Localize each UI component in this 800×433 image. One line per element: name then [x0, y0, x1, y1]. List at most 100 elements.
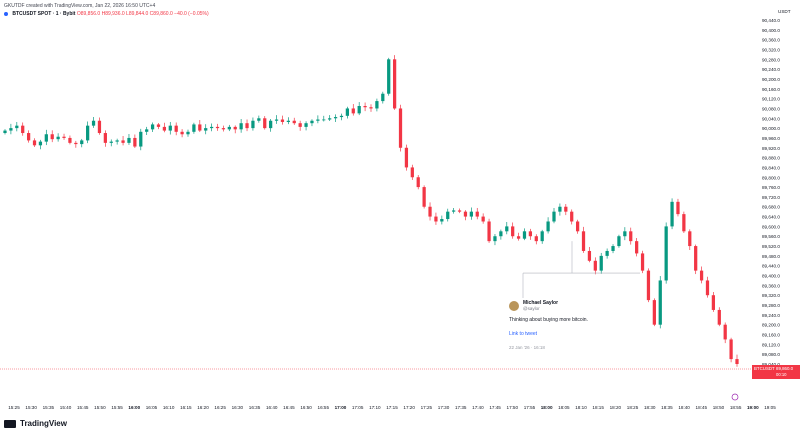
y-tick-label: 90,280.0 [762, 57, 780, 62]
y-tick-label: 89,160.0 [762, 333, 780, 338]
candle-body [664, 226, 668, 281]
candle-body [269, 120, 273, 129]
candle-body [316, 119, 320, 121]
candle-body [499, 231, 503, 237]
candle-body [109, 141, 113, 143]
candle-body [139, 131, 143, 147]
x-tick-label: 15:30 [25, 405, 37, 410]
candle-body [682, 214, 686, 232]
y-tick-label: 90,240.0 [762, 67, 780, 72]
last-price-value: 89,860.0 [776, 366, 794, 371]
candle-body [640, 253, 645, 271]
x-tick-label: 16:45 [283, 405, 295, 410]
candle-body [629, 231, 633, 242]
candle-body [652, 300, 656, 325]
candle-body [56, 136, 60, 140]
y-tick-label: 89,560.0 [762, 234, 780, 239]
tweet-link[interactable]: Link to tweet [509, 331, 538, 337]
x-tick-label: 17:55 [524, 405, 536, 410]
candle-body [333, 117, 338, 119]
candle-body [186, 131, 190, 135]
candle-body [587, 250, 592, 261]
candle-body [670, 201, 674, 227]
candle-body [286, 120, 290, 122]
candle-body [280, 119, 285, 122]
candle-body [416, 177, 420, 188]
candle-body [564, 206, 568, 212]
tweet-author-handle: @saylor [523, 306, 540, 311]
x-tick-label: 15:25 [8, 405, 20, 410]
x-tick-label: 17:00 [335, 405, 347, 410]
y-tick-label: 89,920.0 [762, 146, 780, 151]
candle-body [522, 231, 527, 239]
candle-body [711, 295, 716, 310]
candle-body [209, 126, 214, 129]
candle-body [387, 59, 391, 94]
candle-body [121, 140, 125, 143]
candle-body [304, 123, 308, 127]
candle-body [80, 140, 84, 145]
candle-body [363, 106, 367, 108]
candle-body [694, 246, 698, 271]
candle-body [611, 246, 615, 251]
y-tick-label: 89,680.0 [762, 205, 780, 210]
candle-body [688, 231, 692, 247]
x-tick-label: 17:05 [352, 405, 364, 410]
candle-body [457, 210, 462, 212]
candle-body [516, 236, 521, 239]
y-tick-label: 89,200.0 [762, 323, 780, 328]
candle-body [463, 211, 468, 217]
candle-body [50, 134, 54, 140]
x-tick-label: 16:15 [180, 405, 192, 410]
candle-body [392, 59, 397, 109]
chart-created-line: GKUTDF created with TradingView.com, Jan… [4, 3, 156, 9]
tradingview-logo-icon [4, 419, 16, 428]
candle-body [298, 123, 302, 127]
candle-body [699, 270, 704, 281]
candle-body [44, 134, 48, 142]
tweet-author-name: Michael Saylor [523, 300, 559, 306]
x-tick-label: 15:35 [43, 405, 55, 410]
x-tick-label: 18:45 [696, 405, 708, 410]
candle-body [328, 118, 332, 120]
candle-body [534, 236, 538, 242]
x-tick-label: 17:50 [507, 405, 519, 410]
x-tick-label: 17:35 [455, 405, 467, 410]
candle-body [546, 221, 550, 232]
candle-body [215, 126, 220, 129]
candle-body [369, 107, 373, 109]
y-tick-label: 89,360.0 [762, 283, 780, 288]
candle-body [599, 255, 603, 271]
x-tick-label: 15:40 [60, 405, 72, 410]
candle-body [705, 280, 710, 296]
x-tick-label: 16:30 [232, 405, 244, 410]
candle-body [404, 147, 409, 168]
candle-body [9, 128, 13, 131]
candle-body [257, 118, 261, 121]
candle-body [322, 119, 326, 121]
x-tick-label: 18:25 [627, 405, 639, 410]
event-check-icon [731, 393, 739, 401]
y-tick-label: 89,800.0 [762, 175, 780, 180]
candle-body [38, 141, 43, 146]
tweet-date: 22 Jan '26 · 16:18 [509, 345, 545, 350]
candle-body [440, 219, 444, 222]
tweet-text: Thinking about buying more bitcoin. [509, 317, 588, 323]
y-tick-label: 90,320.0 [762, 47, 780, 52]
candle-body [345, 108, 350, 116]
candle-body [115, 140, 119, 142]
y-tick-label: 89,080.0 [762, 352, 780, 357]
candle-body [292, 120, 296, 124]
candle-body [192, 124, 196, 132]
candle-body [310, 120, 314, 124]
y-tick-label: 89,040.0 [762, 362, 780, 367]
candle-body [717, 309, 721, 325]
y-tick-label: 90,000.0 [762, 126, 780, 131]
x-tick-label: 16:50 [300, 405, 312, 410]
candle-body [617, 236, 621, 247]
candle-body [452, 210, 456, 212]
x-tick-label: 16:00 [128, 405, 140, 410]
x-tick-label: 18:40 [678, 405, 690, 410]
candle-body [150, 124, 155, 130]
